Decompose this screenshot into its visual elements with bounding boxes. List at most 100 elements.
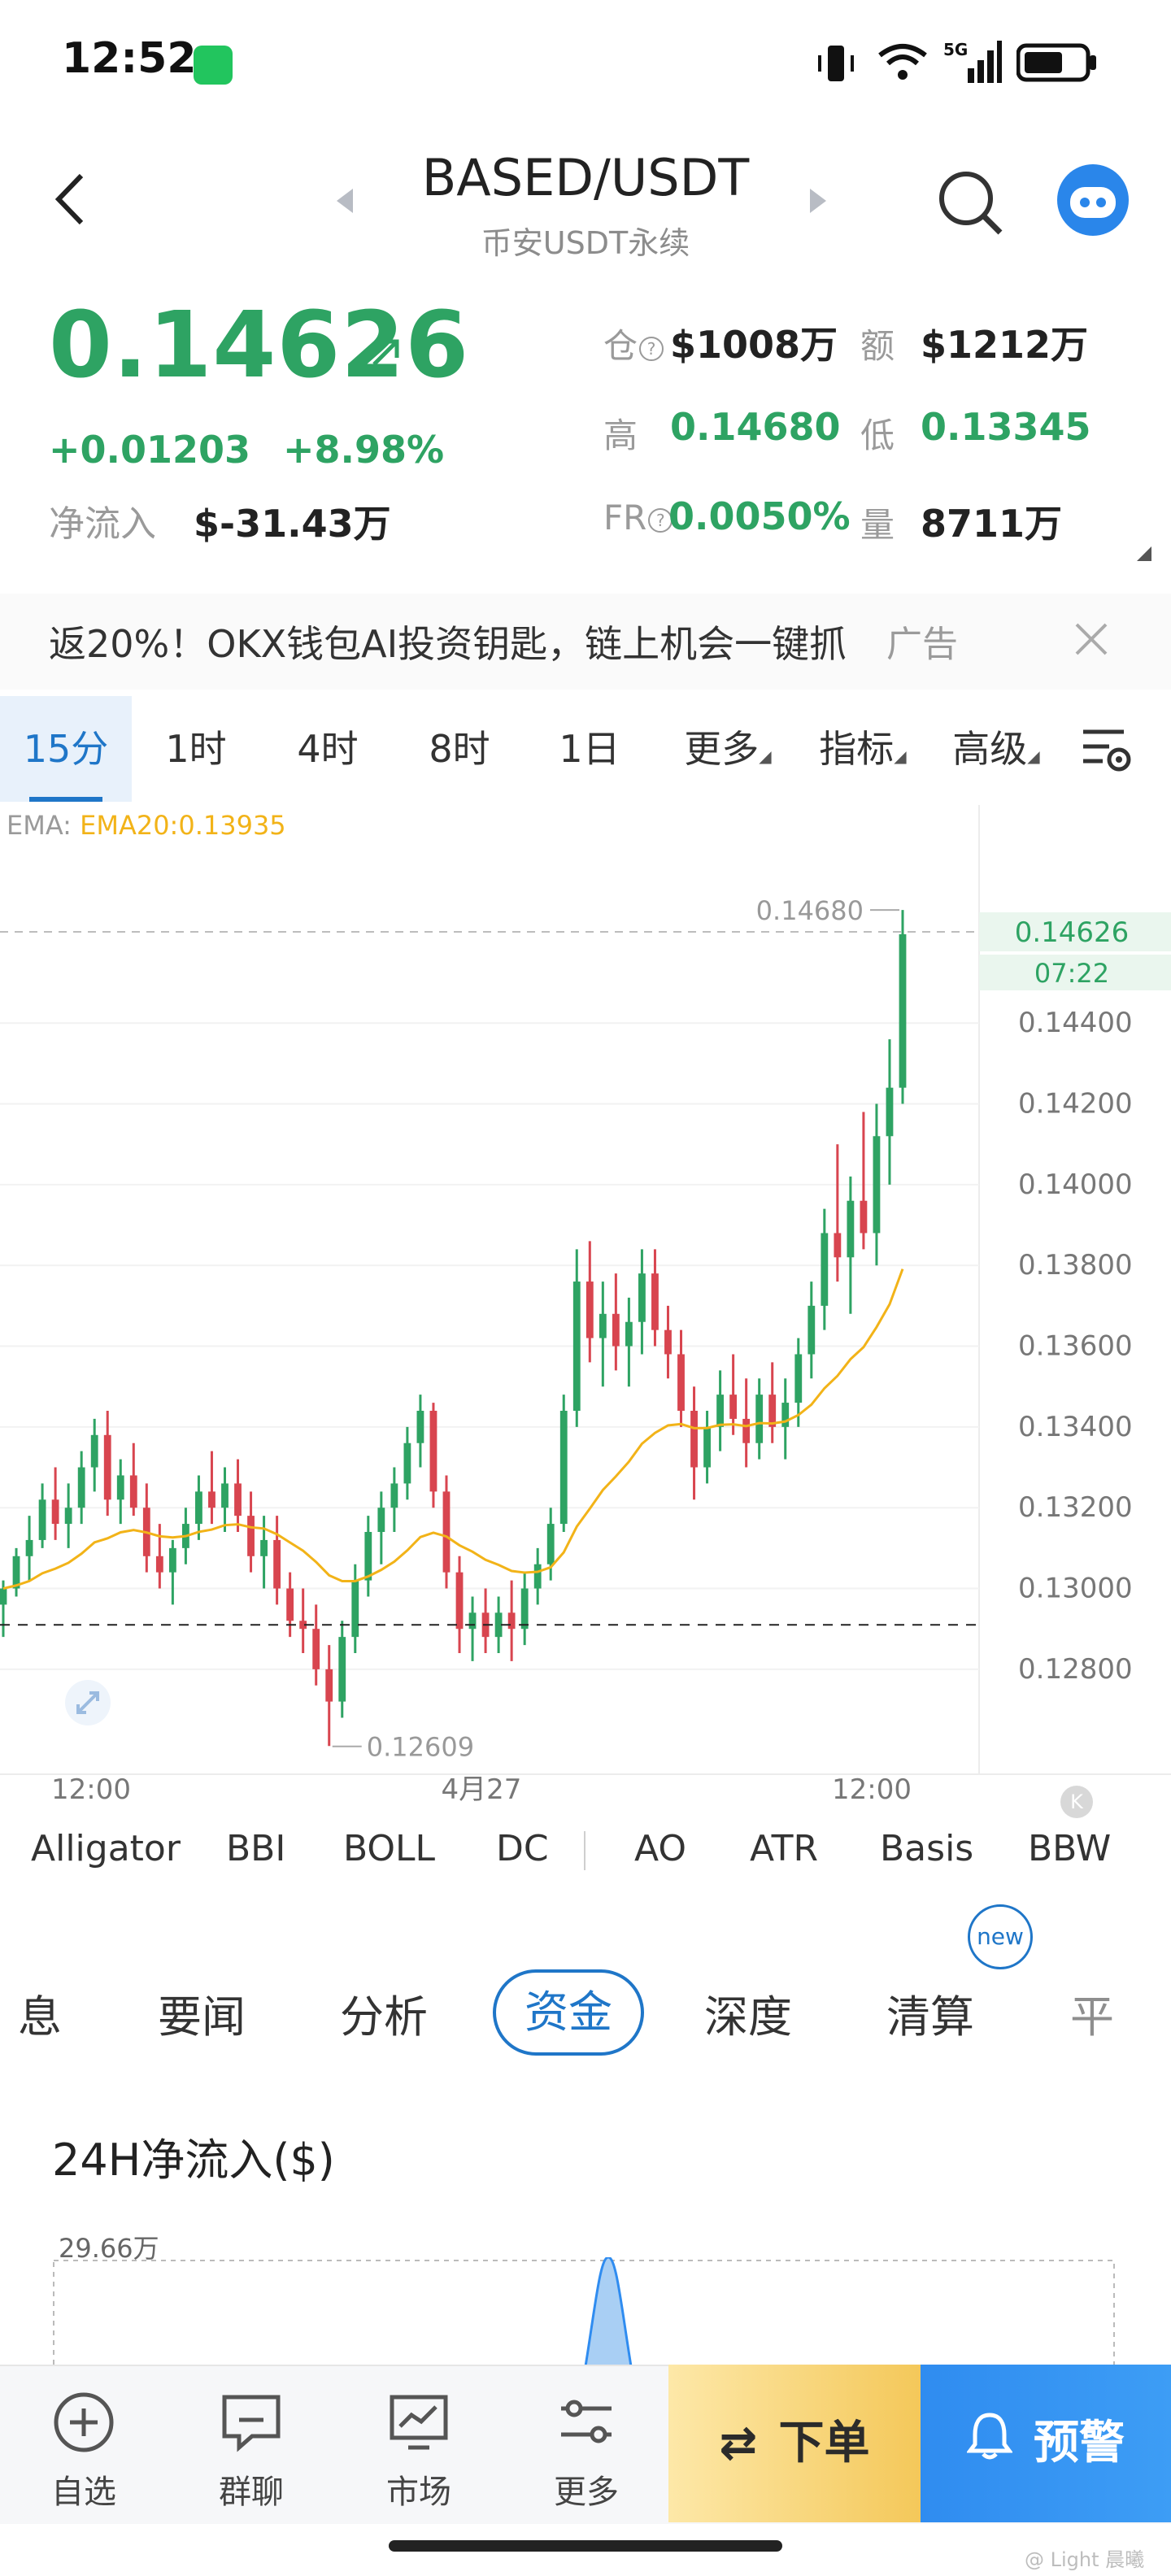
candle-body	[755, 1395, 764, 1443]
tab-1h[interactable]: 1时	[165, 727, 227, 771]
fr-label: FR?	[603, 498, 673, 537]
tab-more[interactable]: 更多◢	[684, 727, 772, 771]
candle-body	[208, 1491, 215, 1508]
help-icon[interactable]: ?	[639, 336, 664, 361]
back-button[interactable]	[54, 172, 86, 229]
candle-body	[742, 1418, 751, 1443]
amount-value: $1212万	[921, 323, 1089, 367]
candle-body	[442, 1491, 451, 1573]
amount-label: 额	[860, 326, 895, 366]
prev-pair-button[interactable]	[335, 187, 355, 218]
tab-funds[interactable]: 资金	[493, 1969, 644, 2056]
high-marker-label: 0.14680	[756, 895, 864, 926]
candle-body	[364, 1532, 372, 1581]
candle-body	[821, 1233, 829, 1306]
candle-body	[572, 1281, 581, 1411]
high-value: 0.14680	[670, 405, 841, 449]
indicator-bbi[interactable]: BBI	[226, 1828, 286, 1869]
tab-indicators[interactable]: 指标◢	[819, 727, 907, 771]
next-pair-button[interactable]	[808, 187, 828, 218]
candle-body	[351, 1580, 359, 1638]
nav-more[interactable]: 更多	[503, 2366, 670, 2524]
candle-body	[886, 1087, 894, 1137]
help-icon[interactable]: ?	[648, 507, 673, 533]
current-price-label: 0.14626	[1015, 916, 1130, 949]
tab-15m[interactable]: 15分	[0, 696, 132, 802]
volume-value: 8711万	[921, 502, 1063, 546]
candle-body	[612, 1313, 620, 1347]
exchange-subtitle: 币安USDT永续	[481, 225, 690, 261]
indicator-ao[interactable]: AO	[634, 1828, 686, 1869]
active-tab-indicator	[29, 797, 102, 802]
candle-body	[860, 1200, 868, 1234]
tab-depth[interactable]: 深度	[704, 1991, 792, 2043]
candle-body	[25, 1539, 33, 1556]
price-change-abs: +0.01203	[49, 428, 251, 472]
order-button[interactable]: ⇄ 下单	[668, 2365, 921, 2522]
candle-body	[312, 1629, 320, 1669]
candle-body	[416, 1411, 424, 1443]
y-tick-label: 0.14400	[1018, 1007, 1133, 1039]
candle-body	[195, 1491, 202, 1525]
indicator-basis[interactable]: Basis	[880, 1828, 974, 1869]
fullscreen-icon[interactable]	[63, 1678, 112, 1730]
countdown-tag	[979, 954, 1171, 990]
candle-body	[638, 1273, 646, 1322]
ad-banner[interactable]	[0, 594, 1171, 690]
nav-watchlist[interactable]: 自选	[0, 2366, 168, 2524]
search-icon[interactable]	[935, 168, 1005, 241]
oi-value: $1008万	[670, 323, 838, 367]
tab-liquidation[interactable]: 清算	[886, 1991, 974, 2043]
new-badge: new	[968, 1904, 1033, 1969]
signal-5g-icon: 5G	[943, 39, 1002, 88]
chart-settings-icon[interactable]	[1082, 725, 1134, 777]
watermark-text: @ Light 晨曦	[1025, 2548, 1145, 2571]
nav-label: 更多	[554, 2474, 619, 2511]
candle-body	[129, 1475, 137, 1508]
volume-label: 量	[860, 505, 895, 545]
netflow-value: $-31.43万	[194, 502, 391, 546]
ad-tag: 广告	[886, 624, 958, 665]
indicator-bbw[interactable]: BBW	[1028, 1828, 1112, 1869]
timeframe-bar: 15分 1时 4时 8时 1日 更多◢ 指标◢ 高级◢	[0, 696, 1171, 802]
indicator-alligator[interactable]: Alligator	[31, 1828, 181, 1869]
tab-news[interactable]: 要闻	[158, 1991, 246, 2043]
tab-1d[interactable]: 1日	[559, 727, 620, 771]
tab-analysis[interactable]: 分析	[340, 1991, 428, 2043]
candle-body	[625, 1321, 633, 1347]
expand-corner-icon[interactable]	[1137, 546, 1151, 564]
candle-body	[834, 1233, 842, 1258]
candle-body	[168, 1547, 176, 1573]
wifi-icon	[877, 42, 929, 85]
candle-body	[325, 1669, 333, 1702]
candle-body	[494, 1612, 503, 1638]
indicator-dc[interactable]: DC	[496, 1828, 549, 1869]
nav-chat[interactable]: 群聊	[168, 2366, 335, 2524]
candlestick-chart[interactable]: 0.14400 0.14200 0.14000 0.13800 0.13600 0.134…	[0, 805, 1171, 1813]
indicator-atr[interactable]: ATR	[750, 1828, 819, 1869]
indicator-boll[interactable]: BOLL	[343, 1828, 436, 1869]
nav-market[interactable]: 市场	[335, 2366, 503, 2524]
candle-body	[533, 1564, 542, 1589]
alert-button[interactable]: 预警	[921, 2365, 1171, 2522]
tab-advanced[interactable]: 高级◢	[952, 727, 1040, 771]
tab-4h[interactable]: 4时	[297, 727, 359, 771]
close-icon[interactable]	[1073, 621, 1109, 660]
inflow-max-label: 29.66万	[59, 2233, 159, 2264]
fr-value: 0.0050%	[668, 494, 851, 538]
candle-body	[703, 1426, 711, 1468]
countdown-label: 07:22	[1034, 958, 1109, 989]
current-price-tag	[979, 912, 1171, 951]
candle-body	[873, 1136, 881, 1234]
tab-platform[interactable]: 平台	[1070, 1991, 1114, 2038]
tab-8h[interactable]: 8时	[429, 727, 490, 771]
x-tick-label: 12:00	[832, 1773, 912, 1806]
y-tick-label: 0.13200	[1018, 1491, 1133, 1524]
app-notification-icon	[194, 46, 233, 85]
candle-body	[247, 1516, 255, 1556]
candle-body	[64, 1508, 72, 1525]
more-icon	[555, 2391, 618, 2457]
robot-avatar-icon[interactable]	[1056, 163, 1130, 241]
ad-text[interactable]: 返20%！OKX钱包AI投资钥匙，链上机会一键抓	[49, 622, 847, 666]
tab-info[interactable]: 息	[18, 1991, 62, 2043]
